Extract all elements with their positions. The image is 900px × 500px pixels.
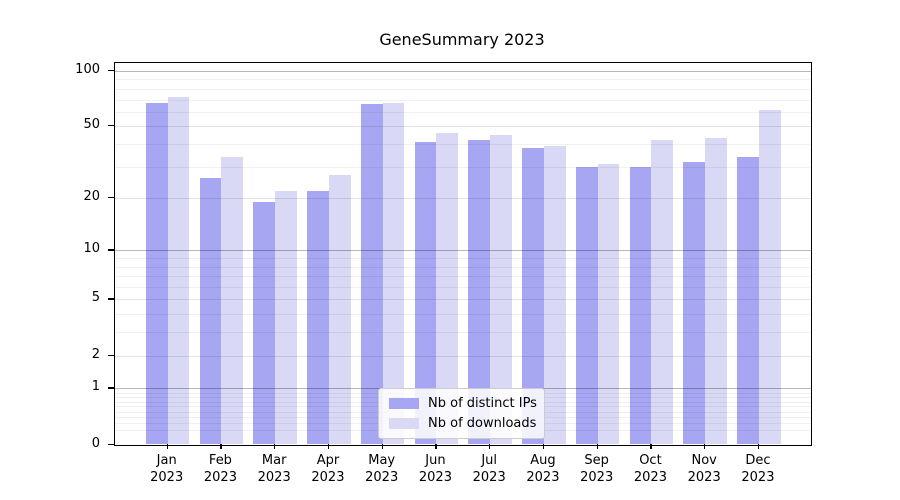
y-tick-mark xyxy=(108,125,114,127)
x-tick-label-jul: Jul 2023 xyxy=(472,452,506,486)
bar-jun-downloads xyxy=(436,132,459,445)
x-tick-mark xyxy=(274,443,276,449)
x-tick-mark xyxy=(220,443,222,449)
y-tick-mark xyxy=(108,197,114,199)
x-tick-label-dec: Dec 2023 xyxy=(741,452,775,486)
bar-jan-distinct-ips xyxy=(145,103,168,445)
bar-dec-downloads xyxy=(758,110,781,445)
y-tick-label: 2 xyxy=(91,346,100,362)
x-tick-mark xyxy=(327,443,330,449)
y-tick-mark xyxy=(108,298,114,300)
legend-row-downloads: Nb of downloads xyxy=(389,416,537,431)
bar-jan-downloads xyxy=(167,97,190,445)
legend: Nb of distinct IPs Nb of downloads xyxy=(378,388,545,439)
x-tick-label-jan: Jan 2023 xyxy=(150,452,184,486)
bar-layer xyxy=(115,63,811,445)
bar-jul-downloads xyxy=(490,134,512,445)
x-tick-mark xyxy=(435,443,437,449)
x-tick-label-oct: Oct 2023 xyxy=(633,452,667,486)
x-tick-mark xyxy=(381,443,383,449)
bar-mar-distinct-ips xyxy=(253,202,276,445)
bar-oct-distinct-ips xyxy=(629,166,652,445)
legend-label-downloads: Nb of downloads xyxy=(428,416,537,431)
x-tick-label-jun: Jun 2023 xyxy=(418,452,452,486)
y-tick-label: 50 xyxy=(83,117,100,133)
bar-nov-downloads xyxy=(705,138,727,445)
y-tick-mark xyxy=(108,443,114,445)
legend-label-distinct-ips: Nb of distinct IPs xyxy=(428,396,537,411)
y-tick-label: 20 xyxy=(83,189,100,205)
y-tick-label: 5 xyxy=(91,290,100,306)
legend-swatch-distinct-ips-icon xyxy=(389,398,419,409)
chart-title: GeneSummary 2023 xyxy=(379,30,545,49)
plot-area xyxy=(114,62,812,446)
bar-mar-downloads xyxy=(275,190,297,445)
x-tick-mark xyxy=(757,443,760,449)
legend-row-distinct-ips: Nb of distinct IPs xyxy=(389,396,537,411)
x-tick-mark xyxy=(542,443,545,449)
y-tick-mark xyxy=(108,387,114,389)
bar-apr-distinct-ips xyxy=(307,190,329,445)
x-tick-mark xyxy=(489,443,491,449)
bar-jun-distinct-ips xyxy=(414,142,437,445)
x-tick-label-feb: Feb 2023 xyxy=(203,452,237,486)
y-tick-label: 0 xyxy=(91,435,100,451)
x-tick-label-may: May 2023 xyxy=(365,452,399,486)
bar-sep-distinct-ips xyxy=(575,166,598,445)
x-tick-label-aug: Aug 2023 xyxy=(526,452,560,486)
x-tick-label-mar: Mar 2023 xyxy=(257,452,291,486)
bar-dec-distinct-ips xyxy=(737,156,759,445)
x-tick-mark xyxy=(166,443,168,449)
x-tick-mark xyxy=(704,443,706,449)
bar-aug-downloads xyxy=(543,145,566,445)
bar-feb-distinct-ips xyxy=(199,177,222,445)
x-tick-mark xyxy=(650,443,652,449)
legend-swatch-downloads-icon xyxy=(389,418,419,429)
bar-jul-distinct-ips xyxy=(468,140,491,445)
y-tick-mark xyxy=(108,69,114,72)
bar-may-downloads xyxy=(382,103,405,445)
x-tick-label-nov: Nov 2023 xyxy=(687,452,721,486)
y-tick-label: 1 xyxy=(91,379,100,395)
y-tick-label: 10 xyxy=(83,241,100,257)
y-tick-label: 100 xyxy=(75,61,100,77)
bar-may-distinct-ips xyxy=(360,104,383,445)
bar-feb-downloads xyxy=(221,156,244,445)
y-tick-mark xyxy=(108,249,114,251)
bar-sep-downloads xyxy=(597,164,620,445)
bar-oct-downloads xyxy=(651,140,674,445)
y-tick-mark xyxy=(108,354,114,356)
bar-apr-downloads xyxy=(328,174,351,445)
x-tick-mark xyxy=(596,443,598,449)
x-tick-label-sep: Sep 2023 xyxy=(580,452,614,486)
bar-nov-distinct-ips xyxy=(683,161,706,445)
bar-aug-distinct-ips xyxy=(522,148,544,445)
x-tick-label-apr: Apr 2023 xyxy=(311,452,345,486)
